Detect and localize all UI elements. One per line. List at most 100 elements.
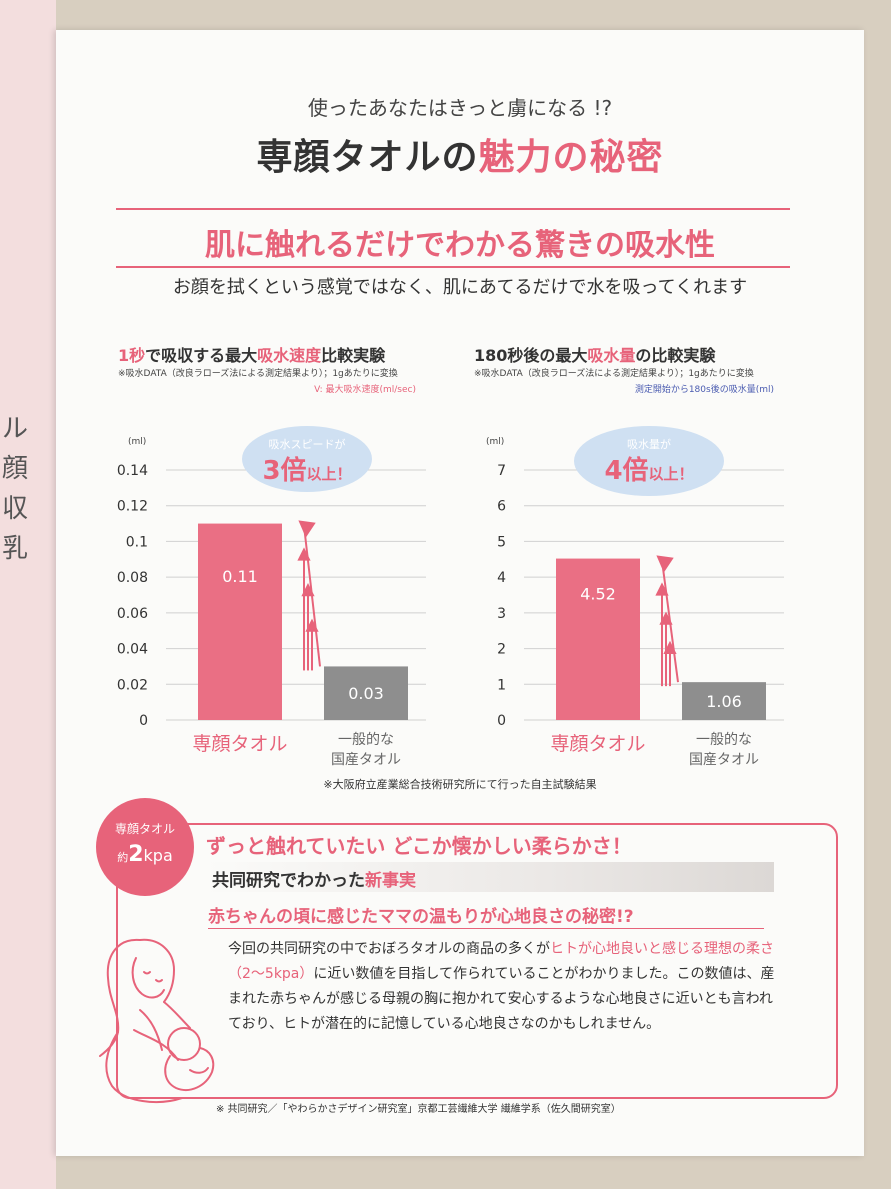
right-value-label: 4.52 — [580, 584, 616, 603]
right-chart-legend: 測定開始から180s後の吸水量(ml) — [634, 385, 774, 395]
left-title-1: 1秒 — [118, 346, 146, 365]
subhead-band — [206, 862, 774, 892]
right-title-2: 吸水量 — [587, 346, 636, 365]
right-arrows — [655, 555, 679, 687]
prev-page-glyph: 顔 — [2, 454, 29, 484]
page-title: 専顔タオルの魅力の秘密 — [56, 128, 864, 180]
softness-headline: ずっと触れていたい どこか懐かしい柔らかさ！ — [206, 834, 632, 858]
right-y-tick-label: 1 — [497, 677, 506, 693]
softness-subhead: 共同研究でわかった新事実 — [212, 866, 416, 891]
previous-page-edge: ル 顔 収 乳 — [0, 0, 56, 1189]
right-category-label: 専顔タオル — [550, 733, 645, 755]
tagline: 使ったあなたはきっと虜になる !? — [307, 96, 613, 120]
left-bar — [324, 666, 408, 720]
left-y-tick-label: 0.12 — [117, 499, 148, 515]
body-part1: 今回の共同研究の中でおぼろタオルの商品の多くが — [228, 941, 550, 957]
right-y-tick-label: 5 — [497, 534, 506, 550]
right-y-tick-label: 7 — [497, 463, 506, 479]
right-bubble: 吸水量が 4倍以上！ — [574, 426, 724, 496]
body-highlight: ヒトが心地良いと感じる理想の柔さ（2〜5kpa） — [228, 941, 774, 982]
right-up-arrowhead — [655, 582, 669, 596]
left-y-tick-label: 0.02 — [117, 677, 148, 693]
softness-badge: 専顔タオル 約2kpa — [96, 798, 194, 896]
left-up-arrowhead — [301, 582, 315, 597]
subhead-part2: 新事実 — [365, 871, 416, 891]
right-chart-title: 180秒後の最大吸水量の比較実験 — [474, 342, 715, 366]
right-title-1: 180秒後の最大 — [474, 346, 588, 365]
test-footnote: ※大阪府立産業総合技術研究所にて行った自主試験結果 — [323, 778, 597, 791]
right-bubble-tail: 以上！ — [648, 465, 694, 483]
badge-value: 約2kpa — [96, 842, 194, 867]
right-y-tick-label: 0 — [497, 713, 506, 729]
left-chart-note: ※吸水DATA（改良ラローズ法による測定結果より）；1gあたりに変換 — [118, 369, 398, 379]
left-bubble: 吸水スピードが 3倍以上！ — [242, 426, 372, 492]
left-bar — [198, 523, 282, 720]
left-absorption-speed-chart: (ml) 0 0.02 0.04 0.06 0.08 0.1 0.12 0.14 0.11 専顔タオ… — [117, 437, 426, 768]
right-bar — [682, 682, 766, 720]
left-up-arrowhead — [297, 547, 311, 561]
body-part2: に近い数値を目指して作られていることがわかりました。この数値は、産まれた赤ちゃん… — [228, 966, 775, 1032]
left-category-label: 専顔タオル — [192, 733, 287, 755]
softness-body: 今回の共同研究の中でおぼろタオルの商品の多くがヒトが心地良いと感じる理想の柔さ（… — [228, 937, 778, 1037]
right-bar — [556, 558, 640, 720]
left-y-unit: (ml) — [128, 437, 146, 447]
right-diagonal-arrowhead — [656, 555, 674, 573]
left-y-tick-label: 0.08 — [117, 570, 148, 586]
left-title-2: で吸収する最大 — [145, 346, 258, 365]
prev-page-glyph: ル — [2, 414, 29, 444]
left-category-label: 国産タオル — [331, 752, 401, 768]
right-value-label: 1.06 — [706, 692, 742, 711]
right-y-tick-label: 3 — [497, 606, 506, 622]
left-y-tick-label: 0.06 — [117, 606, 148, 622]
left-title-3: 吸水速度 — [257, 346, 322, 365]
section-rule-bottom — [116, 266, 790, 268]
right-bubble-big: 4倍 — [604, 456, 649, 486]
subhead-part1: 共同研究でわかった — [212, 871, 365, 891]
right-up-arrowhead — [659, 611, 673, 625]
right-y-tick-label: 6 — [497, 499, 506, 515]
prev-page-glyph: 収 — [2, 494, 29, 524]
left-arrows — [297, 520, 321, 671]
section-title: 肌に触れるだけでわかる驚きの吸水性 — [205, 228, 715, 263]
left-chart-legend: V: 最大吸水速度(ml/sec) — [314, 385, 416, 395]
badge-prefix: 約 — [117, 851, 129, 864]
title-part2: 魅力の秘密 — [478, 137, 664, 178]
right-y-unit: (ml) — [486, 437, 504, 447]
badge-unit: kpa — [143, 846, 173, 865]
brochure-page: 使ったあなたはきっと虜になる !? 専顔タオルの魅力の秘密 肌に触れるだけでわか… — [56, 30, 864, 1156]
left-value-label: 0.11 — [222, 567, 258, 586]
lead-text: お顔を拭くという感覚ではなく、肌にあてるだけで水を吸ってくれます — [172, 277, 748, 298]
mother-baby-illustration — [99, 938, 215, 1103]
right-category-label: 国産タオル — [689, 752, 759, 768]
left-chart-title: 1秒で吸収する最大吸水速度比較実験 — [118, 342, 385, 366]
left-bubble-tail: 以上！ — [306, 465, 352, 483]
left-bubble-line1: 吸水スピードが — [268, 438, 346, 451]
right-y-tick-label: 4 — [497, 570, 506, 586]
right-bubble-main: 4倍以上！ — [574, 450, 724, 487]
section-rule-top — [116, 208, 790, 210]
right-y-tick-label: 2 — [497, 642, 506, 658]
left-value-label: 0.03 — [348, 684, 384, 703]
left-diagonal-arrowhead — [298, 520, 316, 538]
right-chart-note: ※吸水DATA（改良ラローズ法による測定結果より）；1gあたりに変換 — [474, 369, 754, 379]
left-title-4: 比較実験 — [321, 346, 386, 365]
badge-label: 専顔タオル — [114, 822, 175, 836]
title-part1: 専顔タオルの — [256, 137, 479, 178]
research-footnote: ※ 共同研究／「やわらかさデザイン研究室」京都工芸繊維大学 繊維学系（佐久間研究… — [216, 1104, 621, 1115]
left-y-tick-label: 0.04 — [117, 642, 148, 658]
badge-number: 2 — [128, 842, 144, 867]
right-category-label: 一般的な — [696, 732, 752, 748]
left-y-tick-label: 0 — [139, 713, 148, 729]
left-bubble-big: 3倍 — [262, 456, 307, 486]
question-rule — [208, 928, 764, 929]
left-y-tick-label: 0.14 — [117, 463, 148, 479]
left-bubble-main: 3倍以上！ — [242, 450, 372, 487]
prev-page-glyph: 乳 — [2, 534, 29, 564]
right-title-3: の比較実験 — [635, 346, 716, 365]
left-up-arrowhead — [305, 618, 319, 632]
softness-question: 赤ちゃんの頃に感じたママの温もりが心地良さの秘密!? — [208, 907, 634, 927]
right-bubble-line1: 吸水量が — [627, 438, 671, 451]
left-y-tick-label: 0.1 — [126, 534, 148, 550]
left-category-label: 一般的な — [338, 732, 394, 748]
